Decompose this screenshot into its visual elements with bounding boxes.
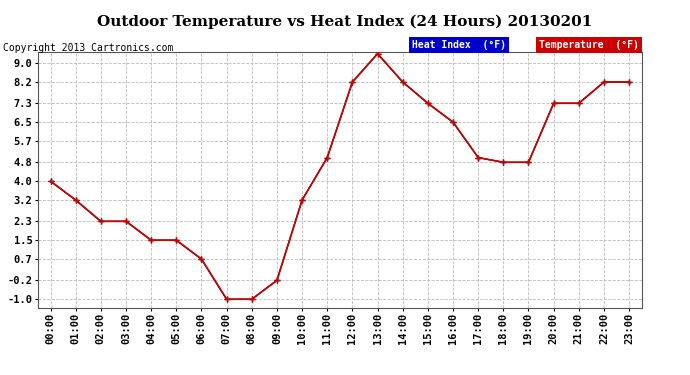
Text: Heat Index  (°F): Heat Index (°F) [412,40,506,50]
Text: Outdoor Temperature vs Heat Index (24 Hours) 20130201: Outdoor Temperature vs Heat Index (24 Ho… [97,15,593,29]
Text: Copyright 2013 Cartronics.com: Copyright 2013 Cartronics.com [3,43,174,53]
Text: Temperature  (°F): Temperature (°F) [539,40,639,50]
